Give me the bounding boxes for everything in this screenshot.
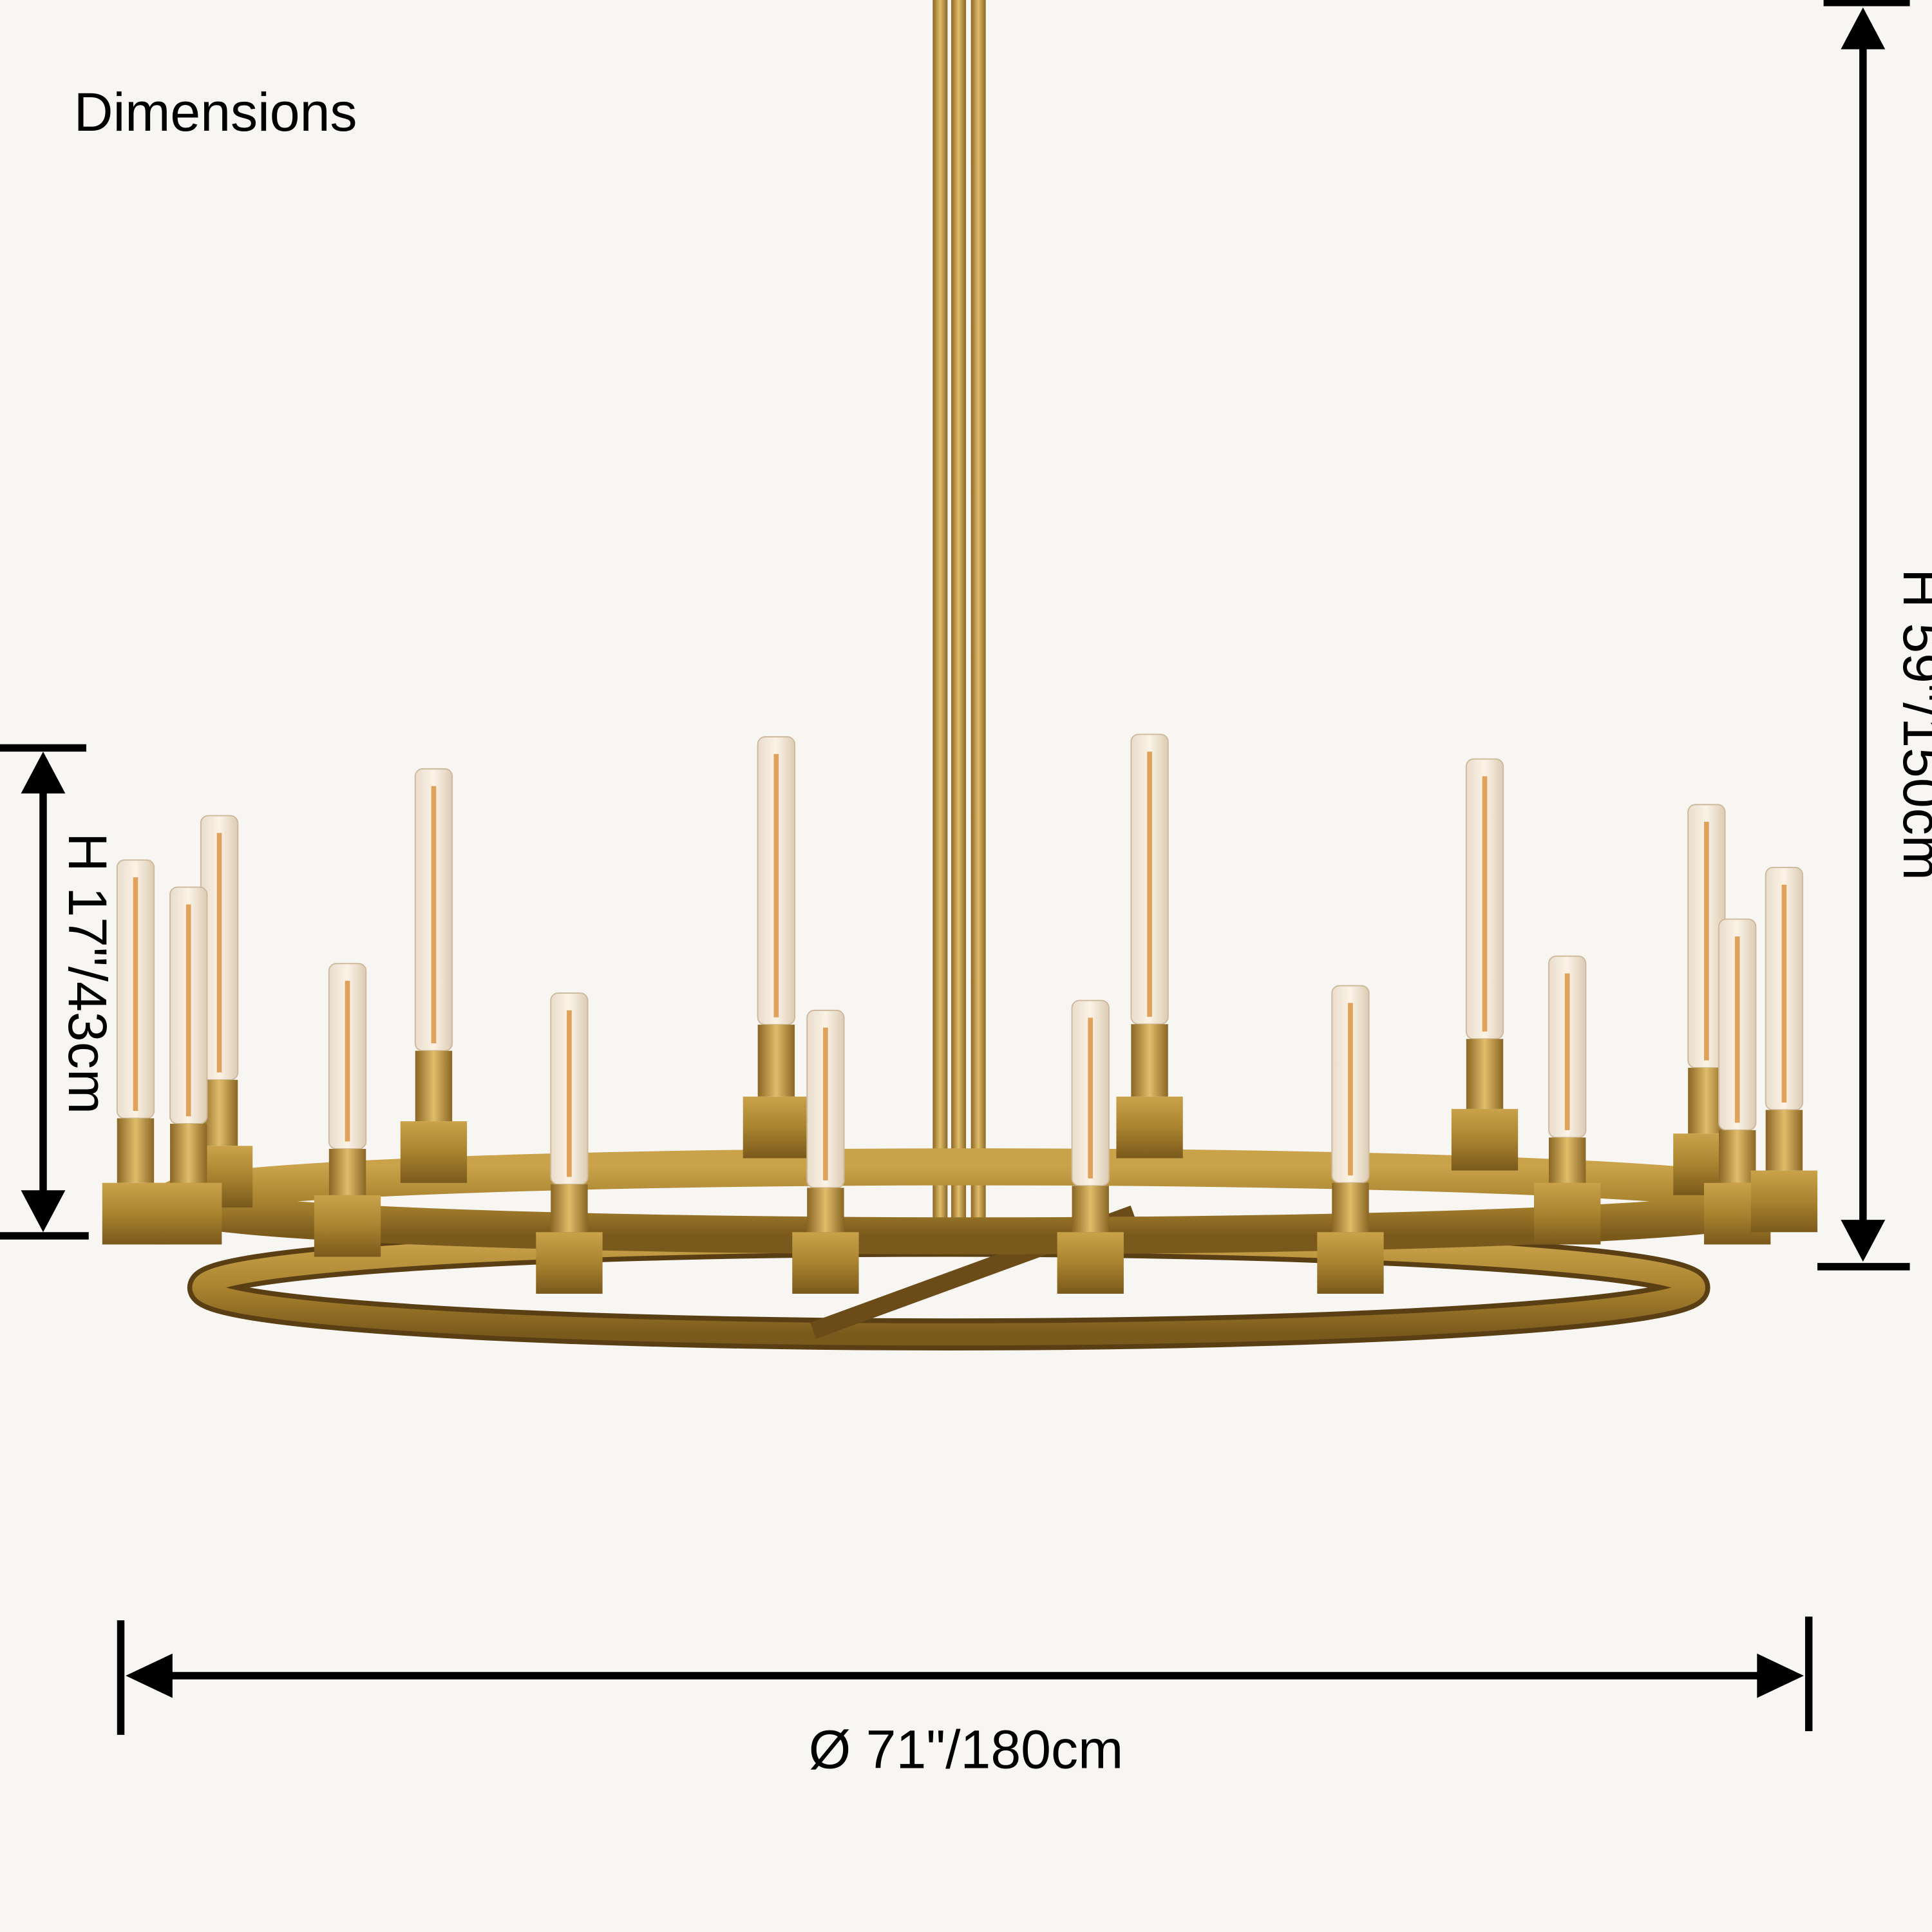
candle [536, 992, 603, 1294]
right-dimension: H 59"/150cm [1817, 0, 1932, 1271]
sleeve [1765, 1110, 1803, 1171]
chandelier [102, 0, 1818, 1350]
sleeve [1332, 1182, 1369, 1233]
candle [1534, 955, 1601, 1245]
arrow-head [1757, 1653, 1804, 1698]
sleeve [1072, 1186, 1109, 1233]
candle [1750, 866, 1818, 1233]
rod [971, 0, 986, 1245]
candle [400, 768, 468, 1183]
candle [314, 963, 381, 1257]
cup [536, 1232, 603, 1294]
sleeve [1466, 1039, 1504, 1109]
cup [314, 1195, 381, 1257]
title: Dimensions [74, 82, 357, 142]
candle [792, 1009, 859, 1294]
sleeve [415, 1050, 453, 1122]
cup [792, 1232, 859, 1294]
left-dimension: H 17"/43cm [0, 744, 118, 1240]
cup [1451, 1108, 1519, 1171]
rod [933, 0, 948, 1245]
overall-height-label: H 59"/150cm [1892, 569, 1932, 880]
fixture-height-label: H 17"/43cm [57, 833, 118, 1114]
candle [1451, 758, 1519, 1171]
sleeve [1719, 1130, 1756, 1183]
sleeve [170, 1123, 207, 1183]
candle [1116, 734, 1183, 1159]
sleeve [551, 1184, 588, 1233]
sleeve [1131, 1024, 1168, 1097]
cup [155, 1182, 222, 1245]
bottom-dimension: Ø 71"/180cm [117, 1616, 1813, 1780]
cup [743, 1096, 810, 1159]
arrow-head [1841, 7, 1886, 50]
rod [951, 0, 966, 1245]
cup [1750, 1170, 1818, 1233]
arrow-head [1841, 1220, 1886, 1262]
arrow-head [126, 1653, 173, 1698]
diameter-label: Ø 71"/180cm [809, 1719, 1123, 1780]
sleeve [117, 1118, 155, 1183]
candle [1317, 985, 1384, 1294]
sleeve [807, 1188, 844, 1233]
candle [1057, 999, 1124, 1294]
cup [1057, 1232, 1124, 1294]
candle [155, 886, 222, 1245]
candle [743, 736, 810, 1159]
sleeve [757, 1025, 795, 1097]
arrow-head [21, 1190, 66, 1233]
arrow-head [21, 752, 66, 794]
sleeve [1548, 1137, 1586, 1183]
cup [1534, 1182, 1601, 1245]
cup [1317, 1232, 1384, 1294]
cup [1116, 1096, 1183, 1159]
sleeve [328, 1148, 366, 1195]
cup [400, 1121, 468, 1183]
